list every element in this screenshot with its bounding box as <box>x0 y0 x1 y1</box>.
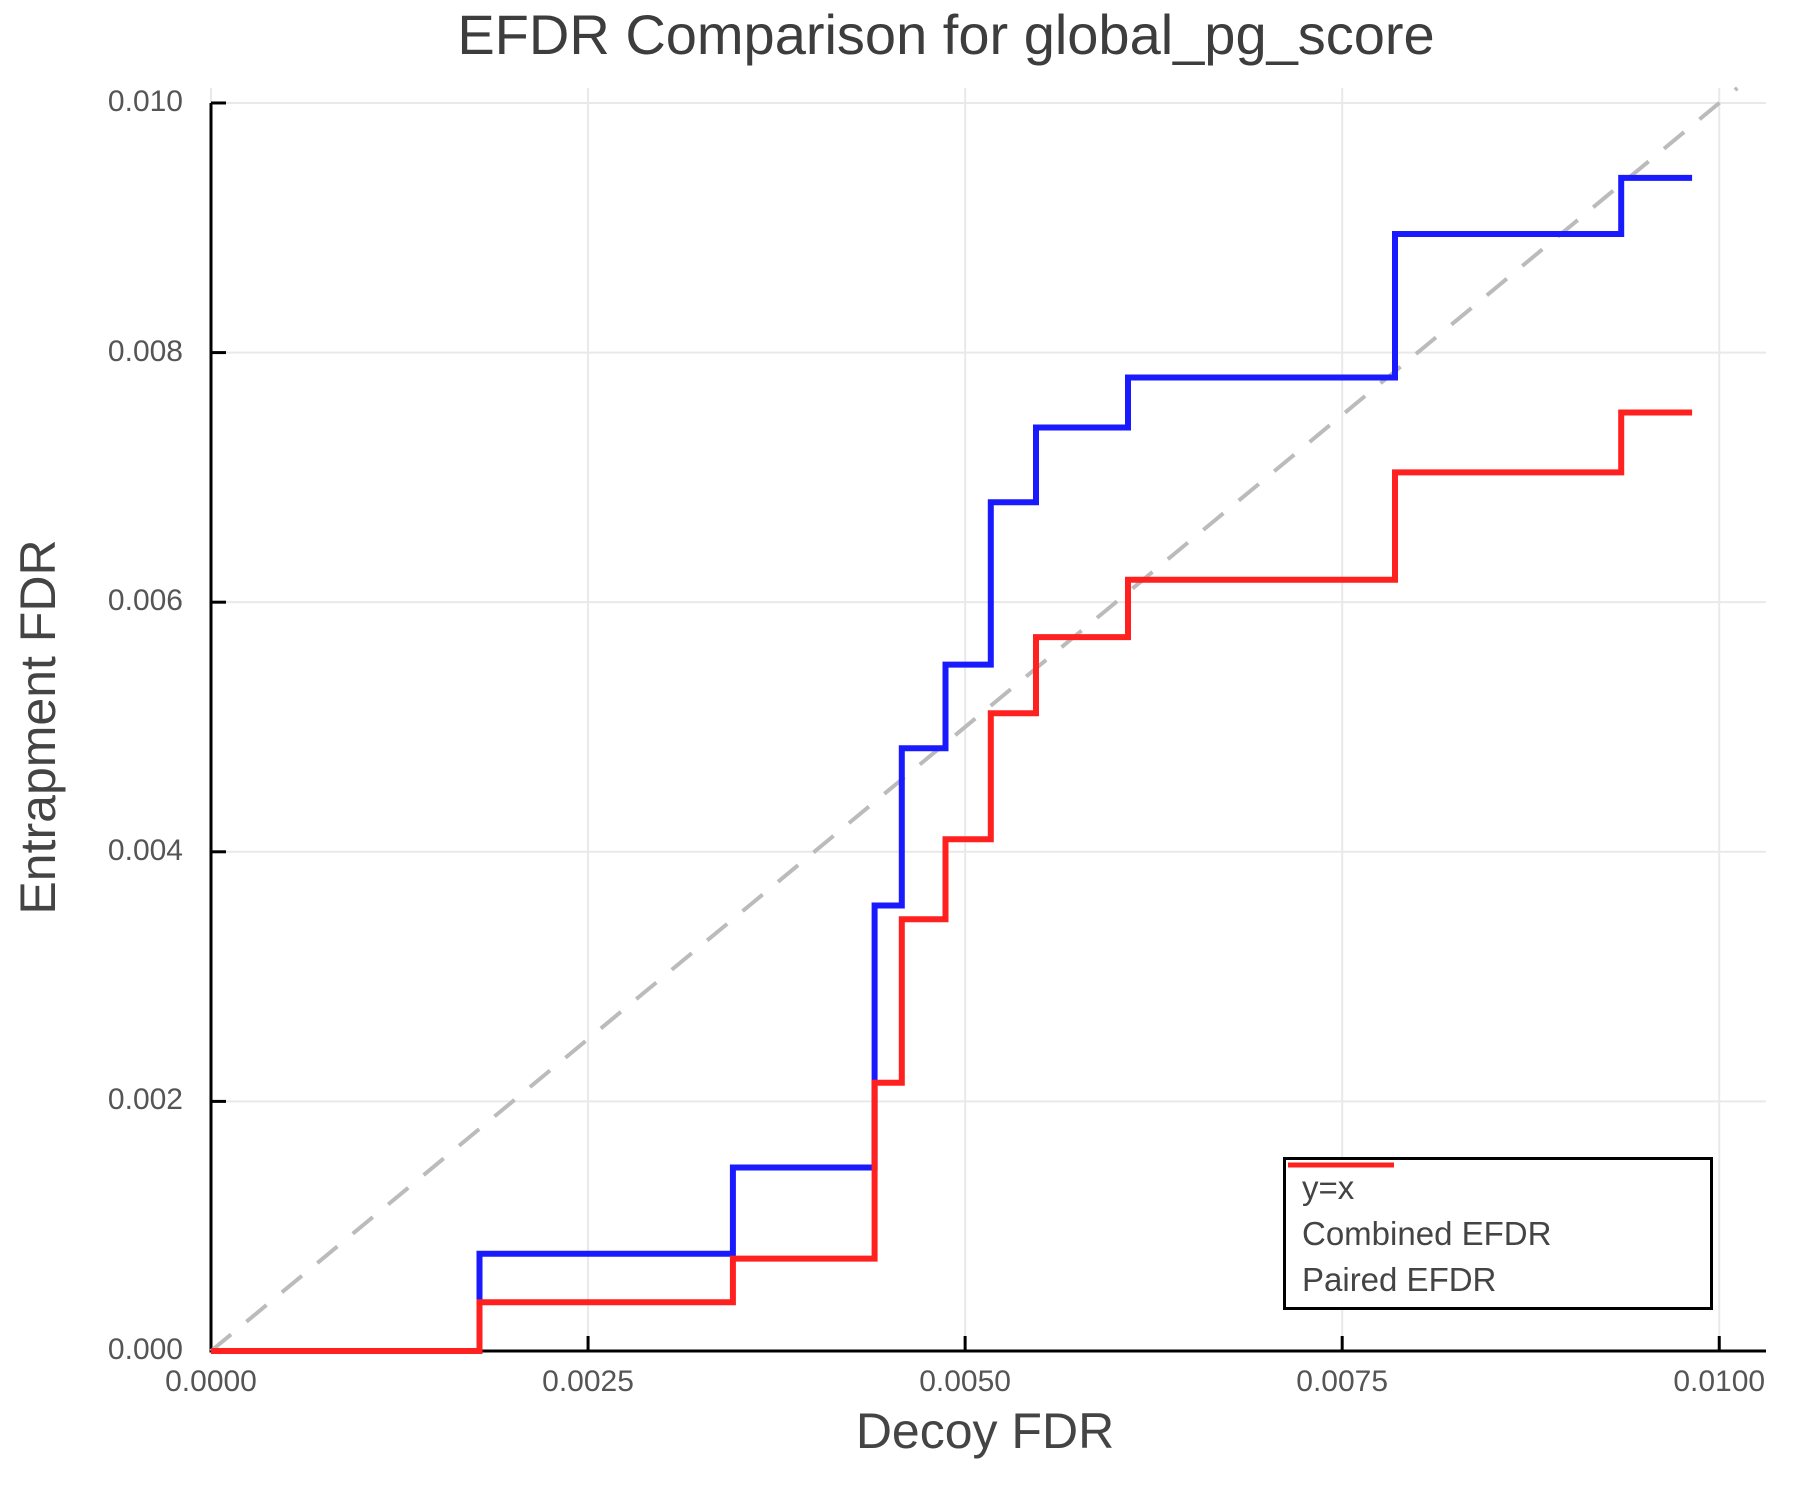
y-tick-label: 0.010 <box>107 84 183 118</box>
x-tick-label: 0.0050 <box>919 1365 1011 1398</box>
y-tick-label: 0.006 <box>107 584 183 618</box>
x-axis-label: Decoy FDR <box>855 1403 1115 1459</box>
legend: y=x Combined EFDR Paired EFDR <box>1283 1157 1713 1310</box>
y-tick-label: 0.000 <box>107 1333 183 1366</box>
chart-title: EFDR Comparison for global_pg_score <box>457 3 1435 66</box>
legend-line-sample-paired <box>1288 1162 1394 1168</box>
legend-item-paired-efdr: Paired EFDR <box>1288 1162 1710 1301</box>
series-line-paired-efdr <box>211 409 1693 1354</box>
y-tick-label: 0.008 <box>107 334 183 368</box>
y-tick-label: 0.002 <box>107 1083 183 1117</box>
x-tick-label: 0.0025 <box>542 1365 634 1398</box>
diagonal-reference-line <box>209 86 1739 1353</box>
legend-item-combined-efdr: Combined EFDR <box>1288 1162 1710 1255</box>
legend-item-label: Combined EFDR <box>1302 1214 1552 1252</box>
x-tick-label: 0.0100 <box>1673 1365 1766 1398</box>
y-axis-label: Entrapment FDR <box>10 539 66 915</box>
y-tick-label: 0.004 <box>107 833 183 867</box>
x-tick-label: 0.0000 <box>165 1365 257 1398</box>
series-line-combined-efdr <box>211 174 1693 1354</box>
x-tick-label: 0.0075 <box>1296 1365 1389 1398</box>
legend-item-yx: y=x <box>1288 1162 1710 1209</box>
legend-item-label: Paired EFDR <box>1302 1260 1497 1298</box>
legend-item-label: y=x <box>1302 1168 1355 1206</box>
